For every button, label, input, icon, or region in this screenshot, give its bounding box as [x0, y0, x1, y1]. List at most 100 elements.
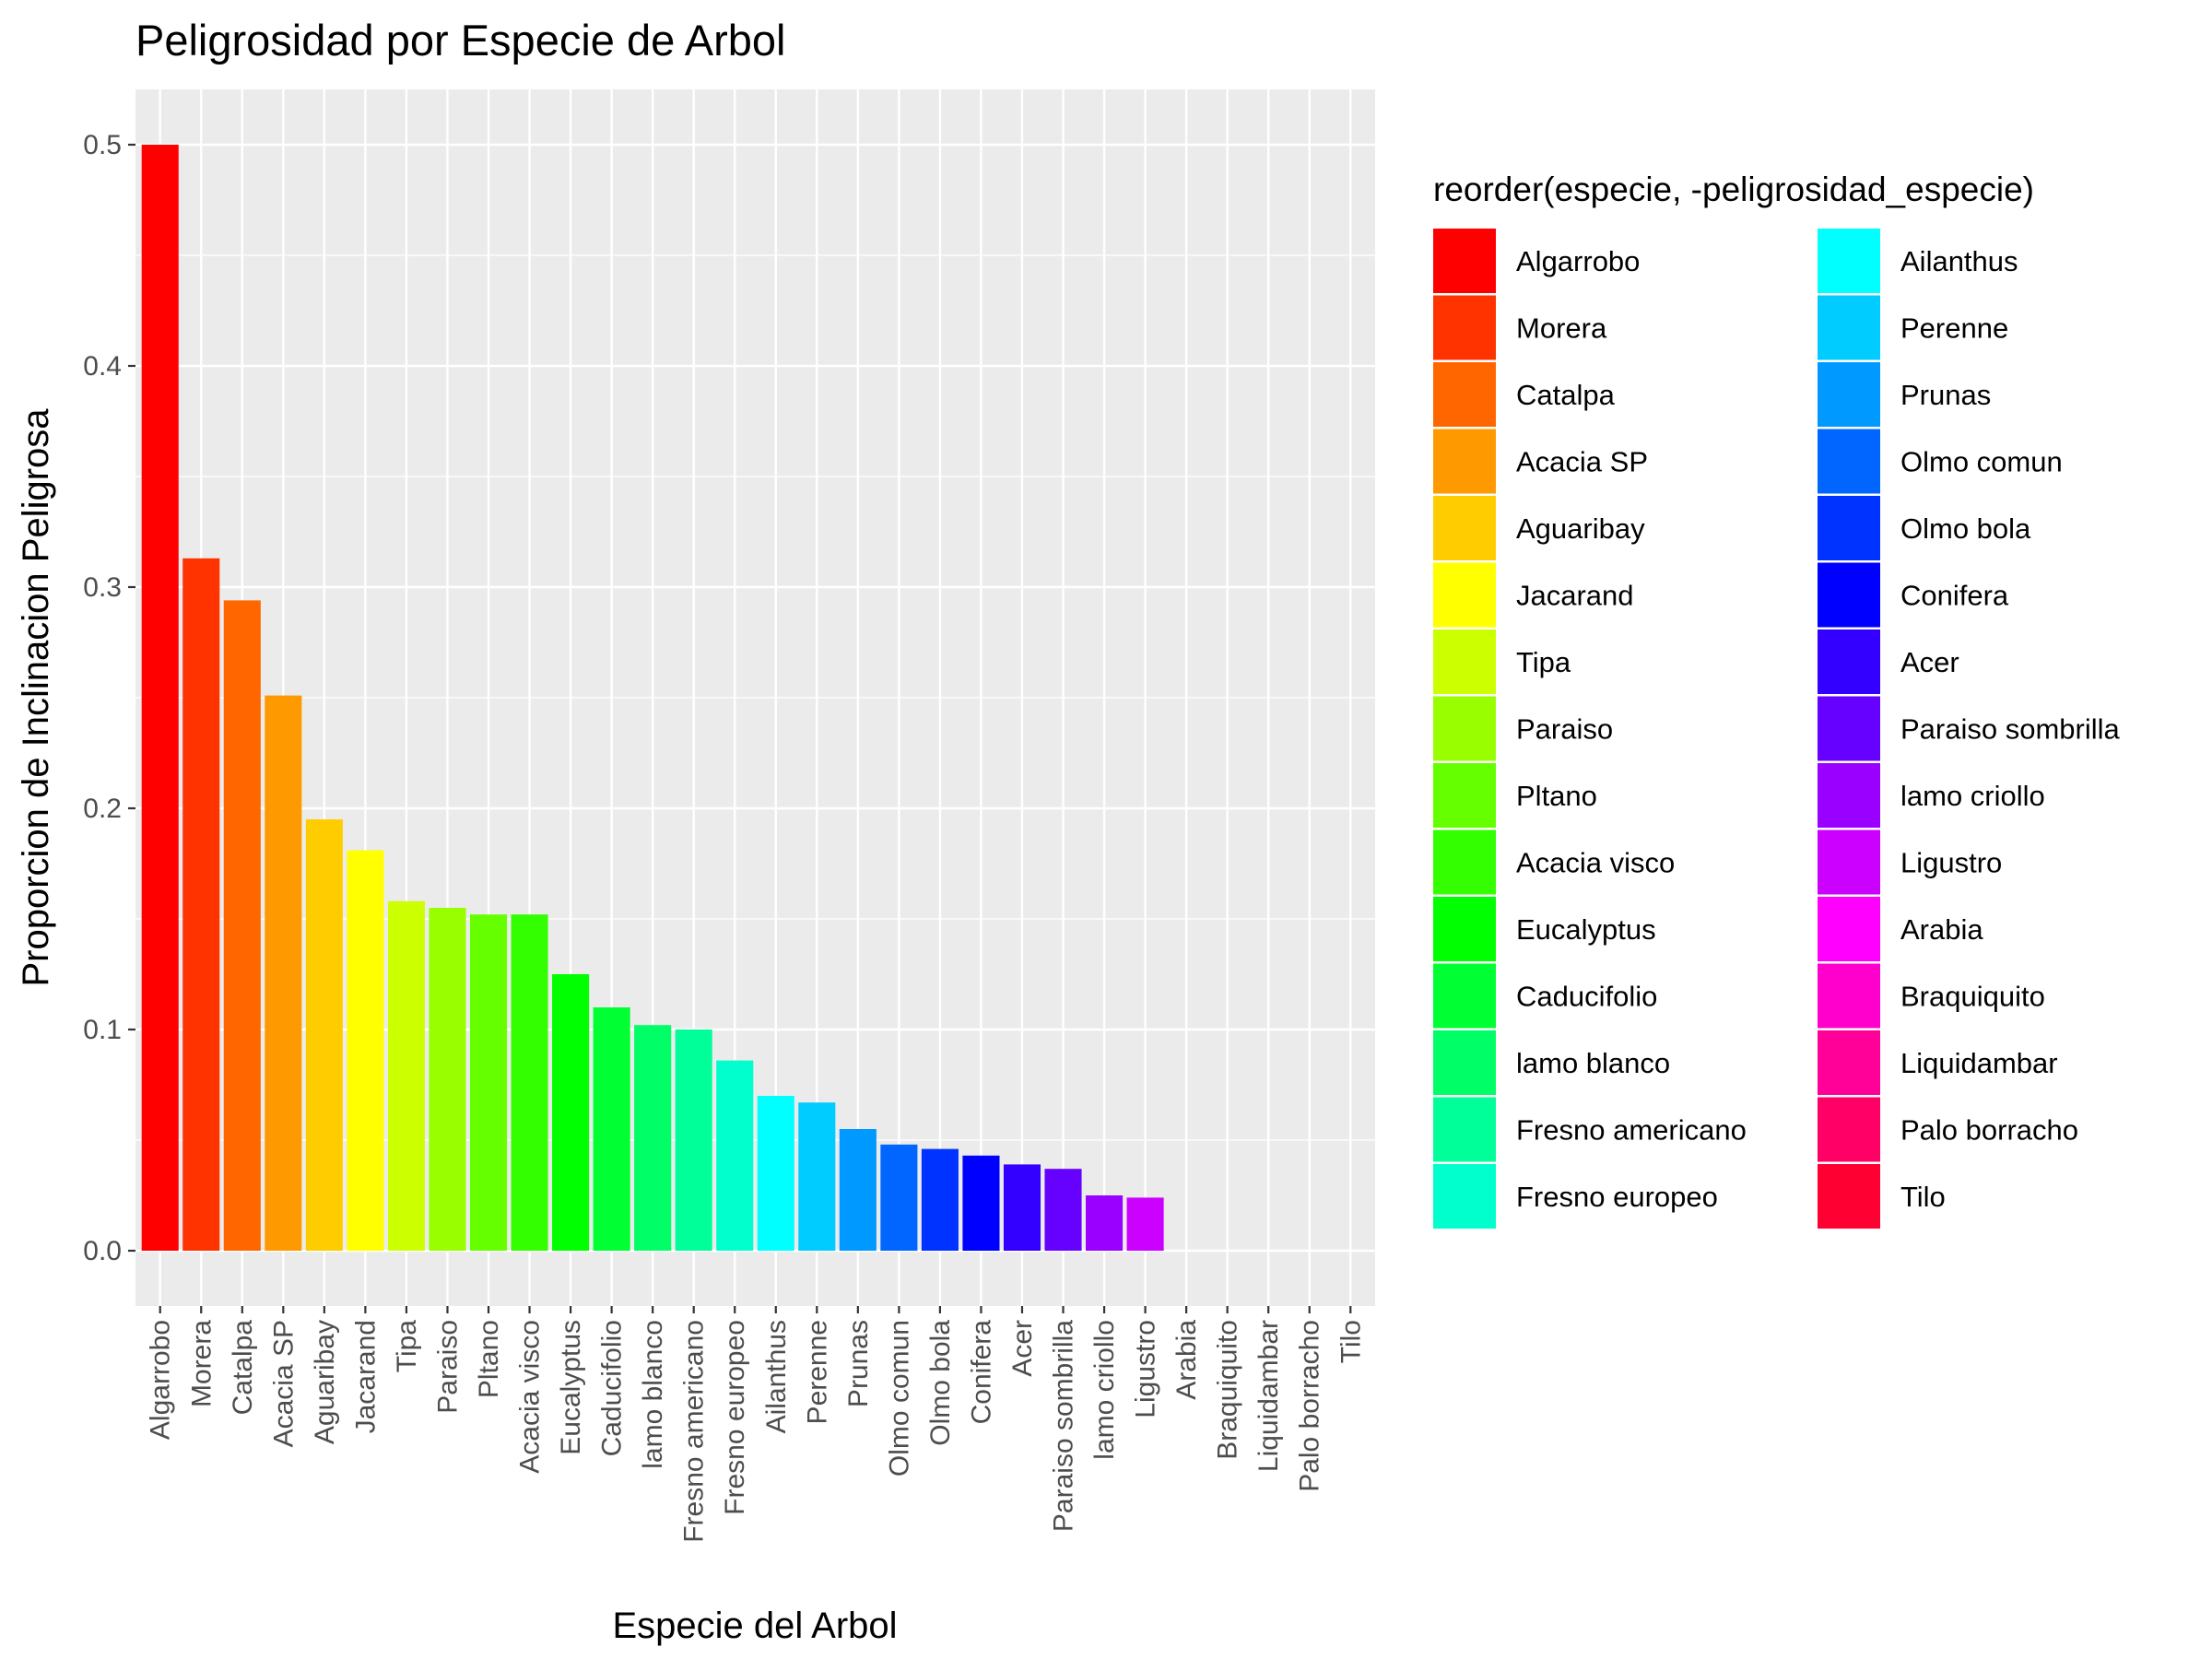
bar	[1003, 1164, 1041, 1251]
legend-key	[1818, 1030, 1880, 1095]
bar	[839, 1129, 877, 1251]
bar	[469, 914, 508, 1251]
legend-label: Caducifolio	[1516, 981, 1657, 1013]
x-tick-label: Conifera	[966, 1320, 996, 1425]
legend-title: reorder(especie, -peligrosidad_especie)	[1433, 171, 2034, 208]
legend-label: Olmo comun	[1900, 446, 2063, 478]
x-tick-label: Olmo comun	[884, 1320, 914, 1477]
x-axis-title: Especie del Arbol	[612, 1606, 897, 1646]
legend-key	[1433, 897, 1496, 961]
x-axis: Algarrobo Morera Catalpa Acacia SP Aguaribay…	[146, 1306, 1366, 1543]
legend-key	[1818, 496, 1880, 560]
legend-label: Algarrobo	[1516, 245, 1640, 277]
legend-label: lamo criollo	[1900, 780, 2045, 812]
bar	[182, 558, 220, 1251]
legend-label: Perenne	[1900, 312, 2008, 345]
legend-items: Algarrobo Morera Catalpa Acacia SP Aguaribay…	[1433, 229, 2121, 1229]
legend-label: Ligustro	[1900, 847, 2002, 879]
x-tick-label: Palo borracho	[1295, 1320, 1325, 1492]
legend-key	[1818, 629, 1880, 694]
x-tick-label: Perenne	[802, 1320, 832, 1424]
x-tick-label: Tipa	[392, 1320, 422, 1373]
legend-label: lamo blanco	[1516, 1047, 1670, 1079]
legend-label: Tilo	[1900, 1181, 1946, 1213]
x-tick-label: Liquidambar	[1253, 1320, 1284, 1472]
bar	[962, 1155, 1000, 1251]
chart-title: Peligrosidad por Especie de Arbol	[135, 16, 785, 65]
x-tick-label: Algarrobo	[146, 1320, 176, 1440]
bar	[429, 908, 466, 1251]
bars	[141, 145, 1164, 1251]
legend-key	[1433, 1164, 1496, 1229]
x-tick-label: Ligustro	[1131, 1320, 1161, 1418]
legend-key	[1433, 629, 1496, 694]
legend-label: Eucalyptus	[1516, 913, 1656, 946]
bar	[593, 1007, 630, 1251]
bar	[757, 1096, 794, 1251]
legend-key	[1433, 1030, 1496, 1095]
bar	[511, 914, 548, 1251]
y-axis: 0.0 0.1 0.2 0.3 0.4 0.5	[83, 130, 135, 1266]
bar	[223, 600, 261, 1251]
legend-key	[1818, 295, 1880, 360]
legend-key	[1818, 229, 1880, 293]
y-tick-label: 0.1	[83, 1015, 122, 1045]
legend-label: Fresno americano	[1516, 1114, 1747, 1147]
x-tick-label: Acacia visco	[515, 1320, 546, 1474]
legend-key	[1433, 362, 1496, 427]
legend-label: Paraiso sombrilla	[1900, 713, 2121, 746]
bar	[1086, 1195, 1124, 1251]
x-tick-label: Eucalyptus	[556, 1320, 586, 1455]
bar	[798, 1102, 836, 1251]
legend-label: Paraiso	[1516, 713, 1613, 746]
legend-label: Liquidambar	[1900, 1047, 2058, 1079]
bar	[305, 819, 343, 1251]
legend: reorder(especie, -peligrosidad_especie) …	[1433, 171, 2121, 1229]
legend-key	[1818, 963, 1880, 1029]
bar	[347, 850, 384, 1251]
bar	[387, 900, 425, 1251]
legend-key	[1818, 763, 1880, 828]
legend-label: Conifera	[1900, 580, 2009, 612]
x-tick-label: Fresno americano	[679, 1320, 710, 1543]
legend-label: Acer	[1900, 646, 1959, 678]
legend-key	[1818, 362, 1880, 427]
y-tick-label: 0.0	[83, 1236, 122, 1266]
legend-key	[1433, 295, 1496, 360]
y-tick-label: 0.4	[83, 351, 122, 382]
legend-key	[1433, 696, 1496, 761]
x-tick-label: Jacarand	[350, 1320, 381, 1433]
x-tick-label: Catalpa	[228, 1320, 258, 1416]
x-tick-label: Paraiso	[432, 1320, 463, 1414]
legend-key	[1433, 763, 1496, 828]
legend-label: Acacia SP	[1516, 446, 1648, 478]
legend-label: Palo borracho	[1900, 1114, 2078, 1147]
legend-label: Braquiquito	[1900, 981, 2045, 1013]
legend-key	[1433, 830, 1496, 895]
y-axis-title: Proporcion de Inclinacion Peligrosa	[16, 408, 56, 987]
legend-key	[1818, 1097, 1880, 1162]
bar	[141, 145, 179, 1251]
legend-label: Morera	[1516, 312, 1607, 345]
legend-key	[1433, 429, 1496, 494]
legend-label: Fresno europeo	[1516, 1181, 1718, 1213]
legend-key	[1433, 496, 1496, 560]
legend-key	[1818, 562, 1880, 628]
legend-key	[1818, 696, 1880, 761]
bar	[265, 695, 302, 1251]
x-tick-label: lamo criollo	[1089, 1320, 1120, 1460]
x-tick-label: Caducifolio	[597, 1320, 628, 1456]
legend-label: Tipa	[1516, 646, 1571, 678]
legend-label: Aguaribay	[1516, 512, 1645, 545]
y-tick-label: 0.2	[83, 794, 122, 824]
bar	[880, 1144, 918, 1251]
x-tick-label: Fresno europeo	[720, 1320, 750, 1515]
legend-key	[1818, 429, 1880, 494]
x-tick-label: Paraiso sombrilla	[1049, 1320, 1079, 1532]
legend-key	[1433, 963, 1496, 1029]
x-tick-label: Tilo	[1335, 1320, 1366, 1363]
legend-key	[1433, 1097, 1496, 1162]
x-tick-label: Pltano	[474, 1320, 504, 1398]
legend-label: Catalpa	[1516, 379, 1616, 411]
